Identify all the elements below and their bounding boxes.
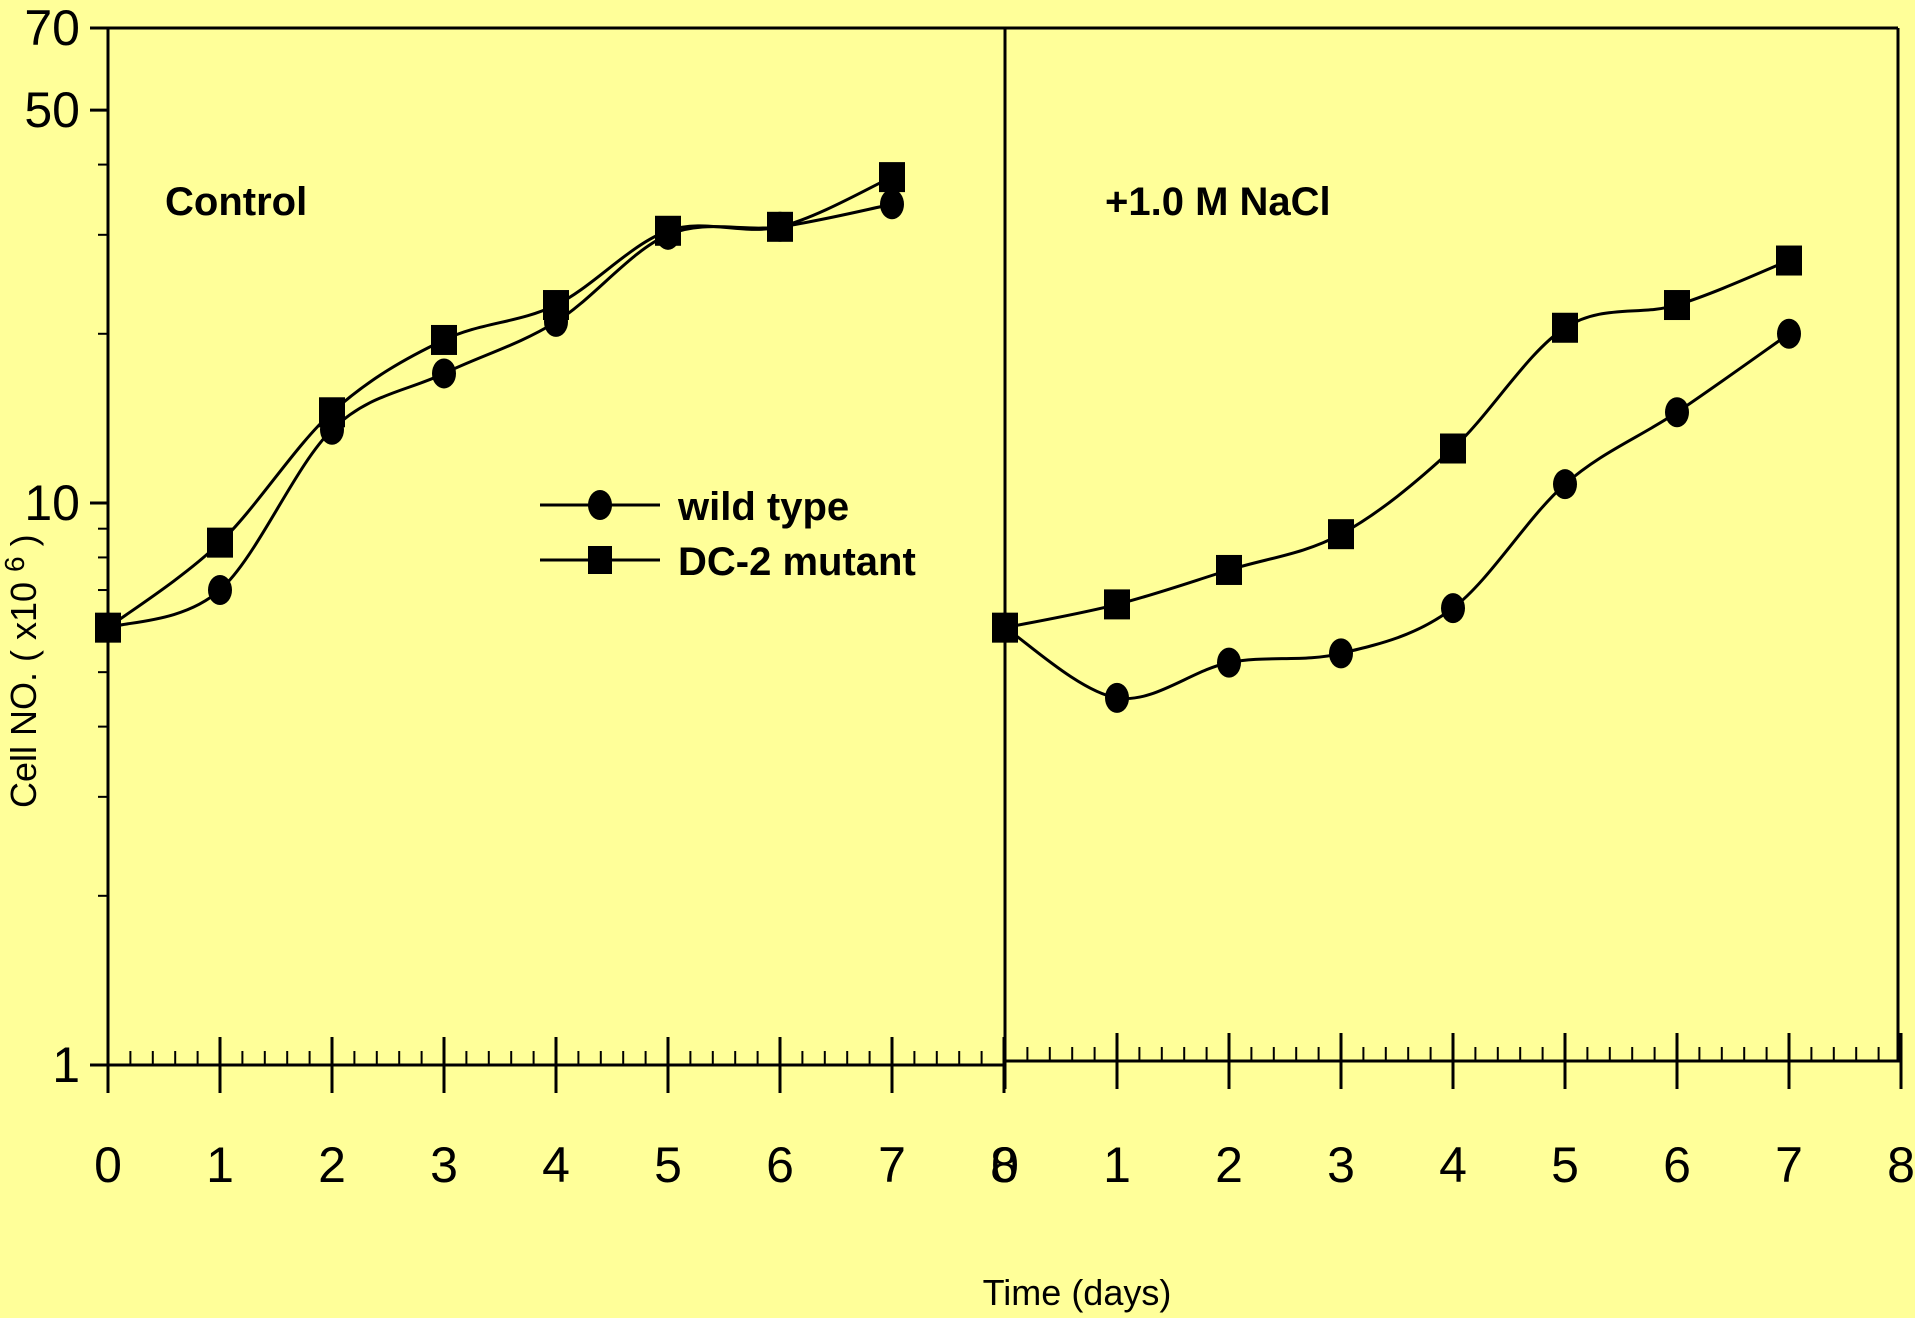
data-point-dc2-mutant — [1216, 554, 1242, 585]
data-point-wild-type — [1329, 638, 1353, 669]
x-tick-label: 2 — [1215, 1137, 1243, 1193]
x-axis: 0 1 2 3 4 5 6 7 80 1 2 3 4 5 6 7 8 — [94, 1033, 1915, 1193]
x-tick-label: 3 — [430, 1137, 458, 1193]
data-point-wild-type — [880, 189, 904, 220]
data-point-wild-type — [1105, 682, 1129, 713]
y-tick-label: 1 — [52, 1037, 80, 1093]
data-point-wild-type — [432, 358, 456, 389]
data-point-dc2-mutant — [992, 612, 1018, 643]
legend-marker-dc2-mutant — [588, 546, 612, 574]
x-tick-label: 8 — [990, 1137, 1018, 1193]
x-tick-label: 7 — [878, 1137, 906, 1193]
y-axis-title-close: ) — [3, 534, 44, 546]
x-tick-label: 6 — [766, 1137, 794, 1193]
data-point-dc2-mutant — [543, 290, 569, 321]
y-tick-label: 10 — [24, 475, 80, 531]
data-point-dc2-mutant — [1328, 519, 1354, 550]
y-tick-label: 50 — [24, 82, 80, 138]
data-point-dc2-mutant — [319, 397, 345, 428]
data-point-dc2-mutant — [1552, 312, 1578, 343]
data-point-dc2-mutant — [431, 324, 457, 355]
x-tick-label: 0 — [991, 1137, 1019, 1193]
panel-label-control: Control — [165, 180, 307, 224]
x-tick-label: 1 — [1103, 1137, 1131, 1193]
x-tick-label: 5 — [654, 1137, 682, 1193]
x-tick-label: 0 — [94, 1137, 122, 1193]
x-tick-label: 6 — [1663, 1137, 1691, 1193]
chart-panels — [108, 26, 1900, 1071]
series-line — [1004, 259, 1790, 630]
data-point-dc2-mutant — [1664, 290, 1690, 321]
data-point-dc2-mutant — [207, 527, 233, 558]
series-layer — [95, 162, 1802, 713]
y-axis-title: Cell NO. ( x10 6) — [0, 534, 44, 808]
x-tick-label: 5 — [1551, 1137, 1579, 1193]
y-axis: 1 10 50 70 — [24, 0, 110, 1093]
y-axis-title-exponent: 6 — [0, 556, 30, 572]
panel-label-nacl: +1.0 M NaCl — [1105, 180, 1331, 224]
y-axis-title-text: Cell NO. ( x10 — [3, 582, 44, 808]
data-point-wild-type — [1553, 469, 1577, 500]
data-point-wild-type — [1665, 397, 1689, 428]
data-point-wild-type — [1441, 593, 1465, 624]
x-axis-title: Time (days) — [983, 1272, 1172, 1313]
x-tick-label: 2 — [318, 1137, 346, 1193]
legend-label-dc2-mutant: DC-2 mutant — [678, 540, 916, 584]
data-point-wild-type — [1777, 318, 1801, 349]
x-tick-label: 4 — [1439, 1137, 1467, 1193]
x-tick-label: 1 — [206, 1137, 234, 1193]
legend: wild type DC-2 mutant — [540, 485, 916, 584]
data-point-dc2-mutant — [767, 211, 793, 242]
x-tick-label: 4 — [542, 1137, 570, 1193]
legend-marker-wild-type — [588, 490, 612, 520]
y-tick-label: 70 — [24, 0, 80, 56]
data-point-dc2-mutant — [879, 162, 905, 193]
x-tick-label: 3 — [1327, 1137, 1355, 1193]
data-point-dc2-mutant — [1440, 433, 1466, 464]
data-point-dc2-mutant — [1776, 245, 1802, 276]
data-point-dc2-mutant — [655, 215, 681, 246]
series-line — [1004, 332, 1790, 701]
x-tick-label: 8 — [1887, 1137, 1915, 1193]
data-point-wild-type — [208, 575, 232, 606]
data-point-wild-type — [1217, 647, 1241, 678]
data-point-dc2-mutant — [95, 612, 121, 643]
legend-label-wild-type: wild type — [677, 485, 849, 529]
data-point-dc2-mutant — [1104, 589, 1130, 620]
x-tick-label: 7 — [1775, 1137, 1803, 1193]
